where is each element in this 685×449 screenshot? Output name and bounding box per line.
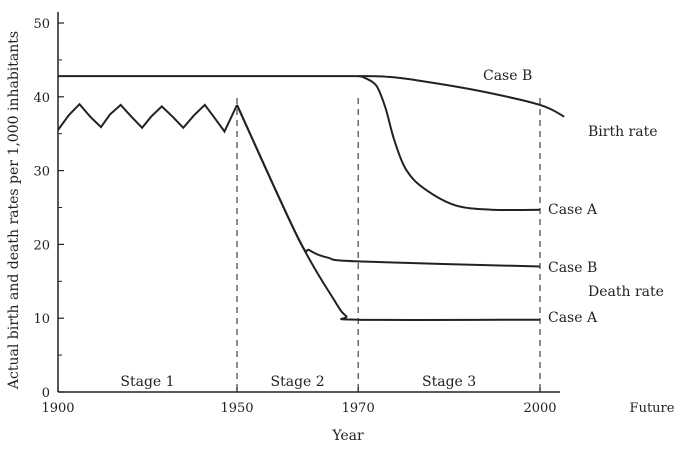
series-line-3 [57,102,238,134]
x-tick-label: 1950 [220,401,253,416]
stage-2-label: Stage 2 [271,374,325,390]
birth-rate-label: Birth rate [588,124,658,140]
y-tick-label: 30 [33,165,50,180]
x-tick-label: 2000 [523,401,556,416]
death-rate-case-b-label: Case B [548,260,597,276]
y-tick-label: 20 [33,238,50,253]
death-rate-case-a-label: Case A [548,310,598,326]
y-tick-label: 50 [33,17,50,32]
birth-rate-case-a-label: Case A [548,202,598,218]
annotations: Case B Birth rate Case A Case B Death ra… [483,68,664,326]
series-layer [57,75,565,321]
stage-dividers [236,98,541,392]
series-line-4 [236,104,541,268]
y-axis-title: Actual birth and death rates per 1,000 i… [6,31,22,390]
x-tick-label: 1970 [342,401,375,416]
series-line-5 [236,104,541,321]
y-tick-label: 0 [42,386,50,401]
x-axis-title: Year [331,428,364,444]
series-line-2 [357,75,541,212]
death-rate-label: Death rate [588,284,664,300]
ticks-layer: 0 10 20 30 40 50 1900 1950 1970 2000 Future [33,17,674,416]
y-tick-label: 10 [33,312,50,327]
stage-labels: Stage 1 Stage 2 Stage 3 [120,374,476,390]
stage-3-label: Stage 3 [422,374,476,390]
y-tick-label: 40 [33,91,50,106]
x-tick-label: 1900 [41,401,74,416]
x-tick-label: Future [630,401,675,416]
stage-1-label: Stage 1 [120,374,174,390]
series-line-1 [57,75,565,118]
birth-rate-case-b-label: Case B [483,68,532,84]
